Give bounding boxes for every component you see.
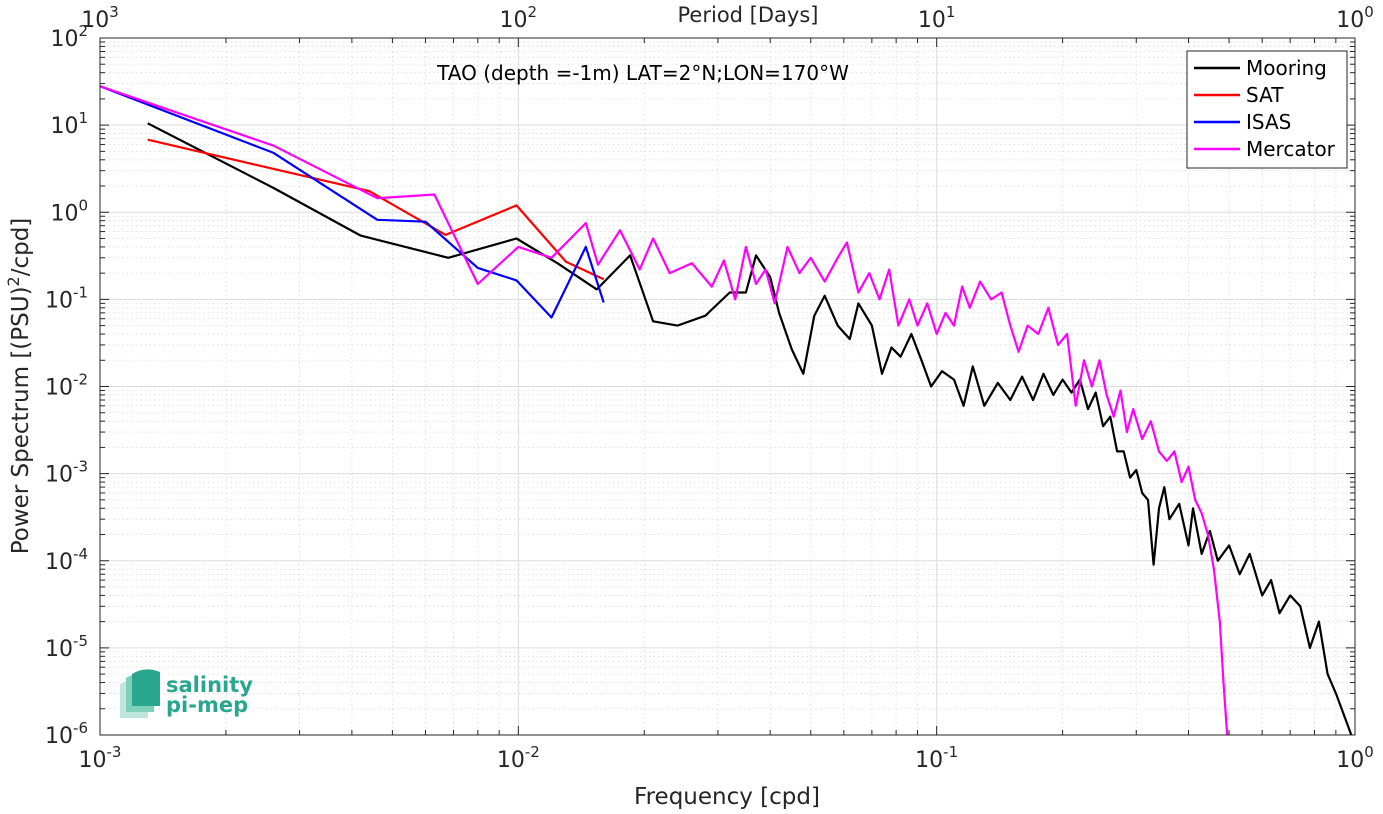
series-line-sat <box>147 138 605 281</box>
x-tick-label: 10-2 <box>497 743 540 773</box>
plot-title: TAO (depth =-1m) LAT=2°N;LON=170°W <box>436 61 849 85</box>
series-line-mercator <box>99 85 1229 736</box>
series-line-isas <box>99 85 605 319</box>
y-axis-title-end: /cpd] <box>8 218 34 277</box>
y-axis-title: Power Spectrum [(PSU)2/cpd] <box>4 218 34 555</box>
logo-mark-icon <box>120 669 160 718</box>
legend-label-mooring: Mooring <box>1246 56 1327 80</box>
legend-label-isas: ISAS <box>1246 110 1291 134</box>
y-tick-label: 10-4 <box>45 545 88 575</box>
top-tick-label: 101 <box>918 3 956 33</box>
y-axis-title-sup: 2 <box>4 276 23 286</box>
top-tick-label: 100 <box>1336 3 1374 33</box>
axis-ticks <box>99 37 1356 736</box>
logo-line2: pi-mep <box>166 693 248 717</box>
y-tick-label: 10-6 <box>45 719 88 749</box>
series-layer <box>99 85 1353 736</box>
x-tick-label: 10-1 <box>915 743 958 773</box>
legend: Mooring SAT ISAS Mercator <box>1186 50 1348 169</box>
y-tick-label: 10-1 <box>45 283 88 313</box>
top-tick-label: 103 <box>81 3 119 33</box>
minor-grid <box>100 38 1355 735</box>
y-tick-label: 10-2 <box>45 371 88 401</box>
top-tick-label: 102 <box>500 3 538 33</box>
x-tick-label: 10-3 <box>79 743 122 773</box>
y-axis-title-main: Power Spectrum [(PSU) <box>8 286 34 554</box>
x-tick-label: 100 <box>1336 743 1374 773</box>
series-line-mooring <box>147 122 1353 736</box>
top-axis-title: Period [Days] <box>678 3 819 27</box>
legend-label-mercator: Mercator <box>1246 137 1336 161</box>
logo-line1: salinity <box>166 673 253 697</box>
y-tick-label: 102 <box>50 22 88 52</box>
salinity-pi-mep-logo: salinity pi-mep <box>120 669 253 718</box>
y-tick-label: 101 <box>50 109 88 139</box>
x-axis-title: Frequency [cpd] <box>634 784 820 809</box>
legend-label-sat: SAT <box>1246 83 1284 107</box>
y-tick-label: 100 <box>50 196 88 226</box>
y-tick-label: 10-3 <box>45 458 88 488</box>
y-tick-label: 10-5 <box>45 632 88 662</box>
